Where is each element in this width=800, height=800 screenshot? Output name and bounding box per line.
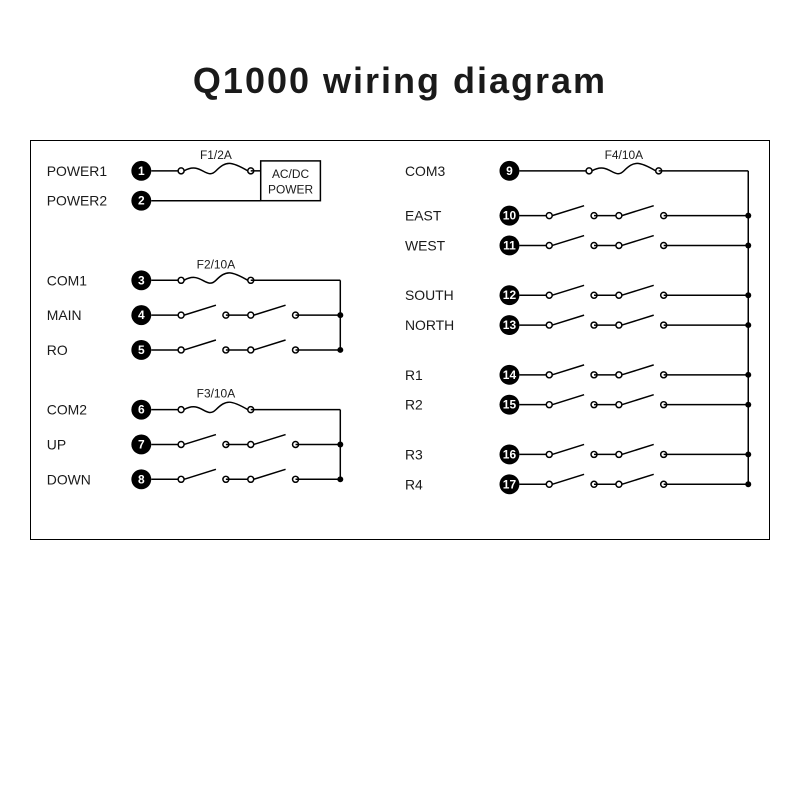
svg-text:8: 8 xyxy=(138,472,145,486)
svg-text:6: 6 xyxy=(138,403,145,417)
svg-text:R3: R3 xyxy=(405,446,423,462)
svg-text:F4/10A: F4/10A xyxy=(605,148,644,162)
svg-text:5: 5 xyxy=(138,343,145,357)
diagram-frame: AC/DC POWER F1/2A F2/10A F3/10A F4/10A POWER1 1… xyxy=(30,140,770,540)
svg-text:17: 17 xyxy=(503,477,517,491)
svg-text:F2/10A: F2/10A xyxy=(197,257,236,271)
page-title: Q1000 wiring diagram xyxy=(0,60,800,102)
svg-text:POWER2: POWER2 xyxy=(47,193,108,209)
svg-text:R2: R2 xyxy=(405,397,423,413)
svg-text:2: 2 xyxy=(138,194,145,208)
svg-text:NORTH: NORTH xyxy=(405,317,454,333)
svg-text:15: 15 xyxy=(503,398,517,412)
svg-text:POWER1: POWER1 xyxy=(47,163,108,179)
svg-text:13: 13 xyxy=(503,318,517,332)
svg-text:POWER: POWER xyxy=(268,183,313,197)
svg-text:R1: R1 xyxy=(405,367,423,383)
svg-text:R4: R4 xyxy=(405,476,423,492)
svg-text:DOWN: DOWN xyxy=(47,471,91,487)
svg-text:11: 11 xyxy=(503,238,516,252)
svg-text:AC/DC: AC/DC xyxy=(272,167,310,181)
wiring-schematic: AC/DC POWER F1/2A F2/10A F3/10A F4/10A POWER1 1… xyxy=(31,141,769,539)
svg-text:10: 10 xyxy=(503,209,517,223)
svg-text:1: 1 xyxy=(138,164,145,178)
svg-text:WEST: WEST xyxy=(405,237,446,253)
svg-text:SOUTH: SOUTH xyxy=(405,287,454,303)
svg-text:16: 16 xyxy=(503,447,517,461)
svg-text:3: 3 xyxy=(138,273,145,287)
svg-text:9: 9 xyxy=(506,164,513,178)
svg-text:UP: UP xyxy=(47,436,66,452)
svg-text:EAST: EAST xyxy=(405,208,442,224)
svg-text:COM3: COM3 xyxy=(405,163,445,179)
svg-text:MAIN: MAIN xyxy=(47,307,82,323)
svg-text:12: 12 xyxy=(503,288,517,302)
svg-text:7: 7 xyxy=(138,437,145,451)
svg-text:F1/2A: F1/2A xyxy=(200,148,232,162)
svg-text:COM2: COM2 xyxy=(47,402,87,418)
svg-text:4: 4 xyxy=(138,308,145,322)
svg-text:14: 14 xyxy=(503,368,517,382)
svg-text:COM1: COM1 xyxy=(47,272,87,288)
svg-text:RO: RO xyxy=(47,342,68,358)
svg-text:F3/10A: F3/10A xyxy=(197,387,236,401)
